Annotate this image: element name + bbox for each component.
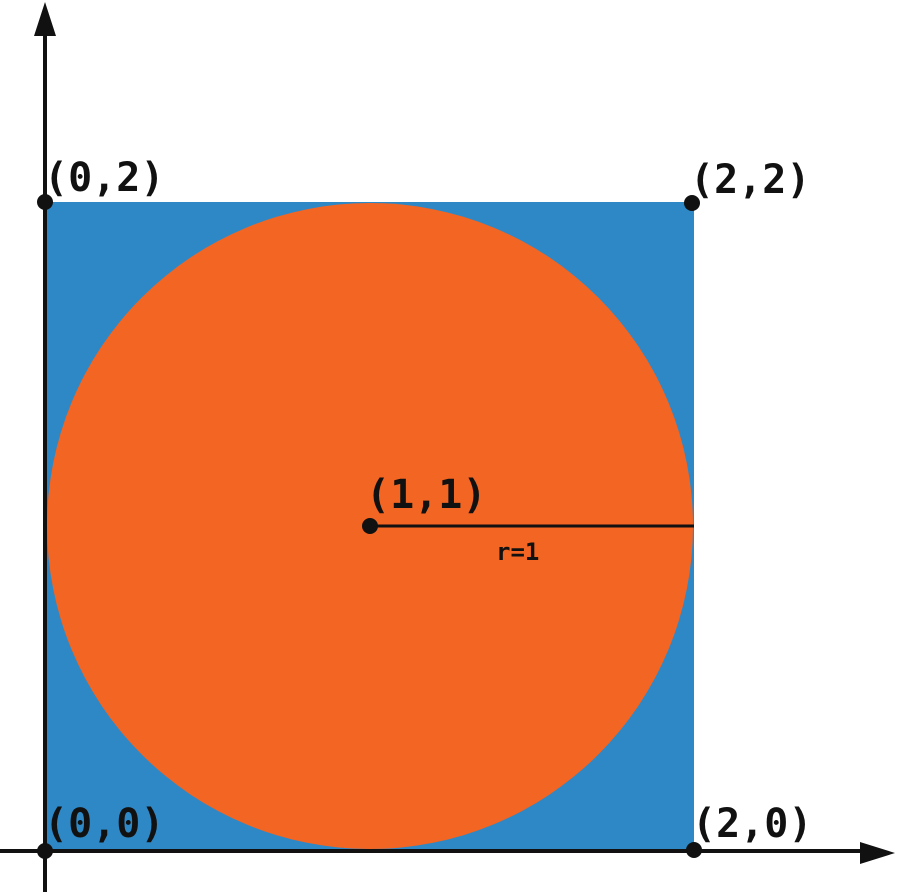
point-top-left — [37, 194, 53, 210]
label-center: (1,1) — [366, 472, 486, 518]
point-top-right — [684, 195, 700, 211]
point-bottom-right — [686, 842, 702, 858]
label-top-right: (2,2) — [690, 157, 810, 203]
x-axis-arrow-icon — [860, 842, 895, 864]
label-top-left: (0,2) — [44, 155, 164, 201]
label-bottom-right: (2,0) — [692, 801, 812, 847]
point-origin — [37, 843, 53, 859]
point-center — [362, 518, 378, 534]
y-axis-arrow-icon — [34, 2, 56, 36]
label-origin: (0,0) — [44, 801, 164, 847]
label-radius: r=1 — [496, 538, 539, 566]
